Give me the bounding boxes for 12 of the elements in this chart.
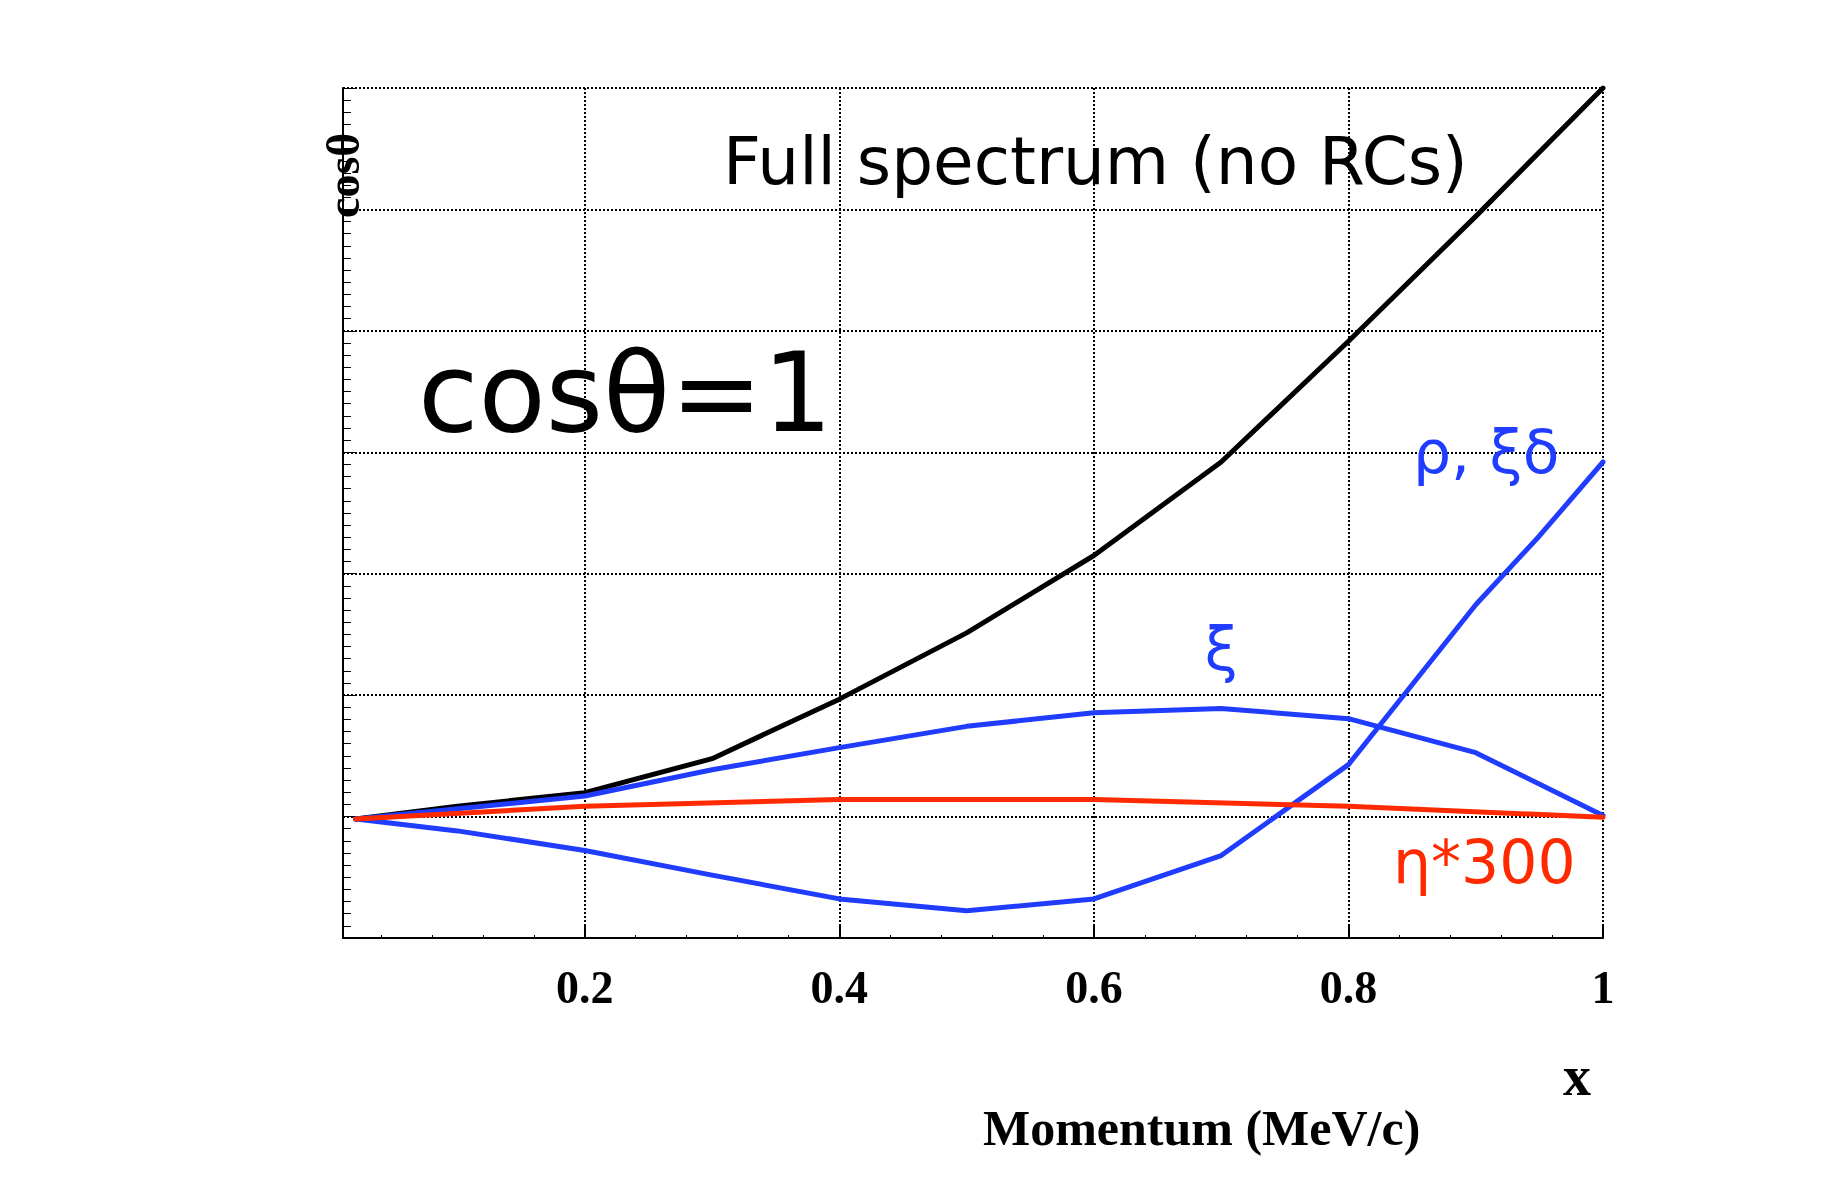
series-label: η*300 [1393,827,1576,898]
x-tick-label: 1 [1591,961,1615,1013]
x-axis-title: x [1563,1045,1591,1107]
annotation: Full spectrum (no RCs) [723,122,1468,200]
annotation: cosθ=1 [418,329,833,457]
x-tick-label: 0.2 [556,961,614,1013]
x-tick-label: 0.6 [1065,961,1123,1013]
x-tick-label: 0.8 [1319,961,1378,1013]
x-tick-label: 0.4 [810,961,869,1013]
series-label: ξ [1204,613,1238,684]
text: Momentum (MeV/c) [983,1100,1421,1156]
series-label: ρ, ξδ [1413,417,1560,487]
